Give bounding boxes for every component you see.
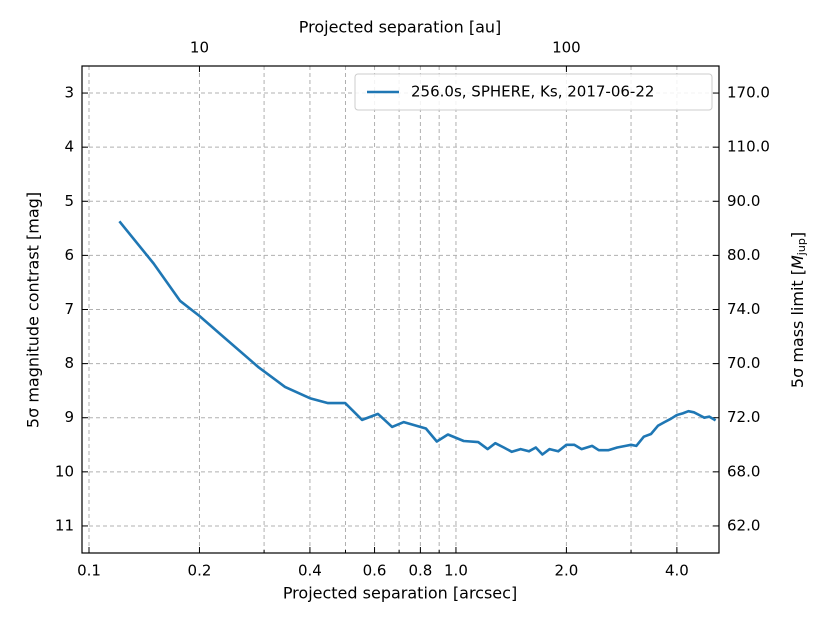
y2-label-part: jup bbox=[795, 238, 808, 256]
legend-box bbox=[354, 73, 713, 111]
y2-label-part: 5σ mass limit [ bbox=[788, 269, 807, 388]
x2-tick-label: 100 bbox=[552, 39, 581, 57]
y-tick-label: 8 bbox=[64, 354, 74, 372]
y2-tick-label: 72.0 bbox=[727, 408, 760, 426]
y2-label-part: ] bbox=[788, 232, 807, 238]
y2-tick-label: 62.0 bbox=[727, 516, 760, 534]
y2-tick-label: 74.0 bbox=[727, 300, 760, 318]
y2-tick-label: 170.0 bbox=[727, 84, 770, 102]
y2-tick-label: 68.0 bbox=[727, 462, 760, 480]
data-line bbox=[118, 220, 717, 456]
x-axis-label: Projected separation [arcsec] bbox=[283, 584, 517, 603]
y-tick-label: 4 bbox=[64, 138, 74, 156]
y-tick-label: 9 bbox=[64, 408, 74, 426]
x-tick-label: 1.0 bbox=[444, 562, 468, 580]
y2-tick-label: 110.0 bbox=[727, 138, 770, 156]
y2-axis-label: 5σ mass limit [Mjup] bbox=[788, 232, 809, 388]
x-tick-label: 2.0 bbox=[554, 562, 578, 580]
x-tick-label: 0.2 bbox=[188, 562, 212, 580]
x-tick-label: 0.4 bbox=[298, 562, 322, 580]
x-tick-label: 4.0 bbox=[665, 562, 689, 580]
y-tick-label: 11 bbox=[55, 516, 74, 534]
y-tick-label: 6 bbox=[64, 246, 74, 264]
y-axis-label: 5σ magnitude contrast [mag] bbox=[24, 192, 43, 428]
y2-label-part: M bbox=[788, 255, 807, 269]
y-tick-label: 3 bbox=[64, 84, 74, 102]
y-tick-label: 7 bbox=[64, 300, 74, 318]
y2-tick-label: 90.0 bbox=[727, 192, 760, 210]
legend-label: 256.0s, SPHERE, Ks, 2017-06-22 bbox=[411, 83, 654, 101]
x-tick-label: 0.6 bbox=[363, 562, 387, 580]
y2-tick-label: 80.0 bbox=[727, 246, 760, 264]
x2-tick-label: 10 bbox=[190, 39, 209, 57]
plot-frame bbox=[81, 65, 720, 554]
x2-axis-label: Projected separation [au] bbox=[299, 18, 502, 37]
y2-tick-label: 70.0 bbox=[727, 354, 760, 372]
y-tick-label: 10 bbox=[55, 462, 74, 480]
x-tick-label: 0.8 bbox=[408, 562, 432, 580]
y-tick-label: 5 bbox=[64, 192, 74, 210]
x-tick-label: 0.1 bbox=[77, 562, 101, 580]
